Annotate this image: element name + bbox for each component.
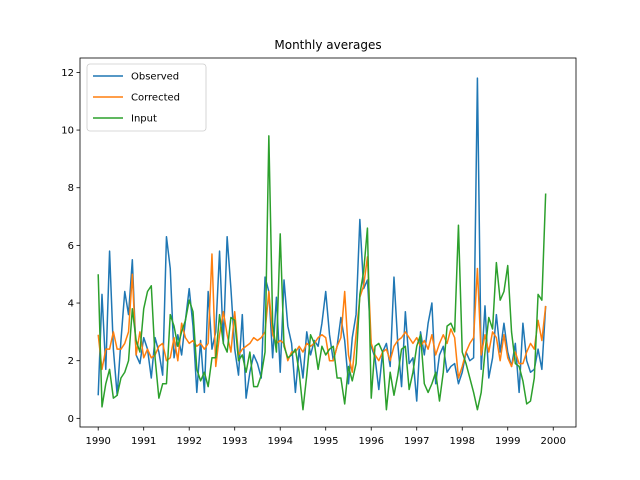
axes-layer: 1990 1991 1992 1993 1994 1995 1996 1997 1998 1999… [61,68,566,447]
y-tick-label: 6 [68,241,74,252]
x-tick-label: 1992 [176,436,201,447]
y-tick-label: 4 [68,299,74,310]
plot-frame [79,57,577,428]
series-line-corrected [97,253,547,379]
y-tick-label: 12 [61,68,74,79]
legend-box [86,63,207,132]
x-tick-label: 1999 [495,436,520,447]
legend-label-observed: Observed [131,72,179,83]
series-line-observed [97,77,547,402]
legend-label-corrected: Corrected [131,93,180,104]
x-tick-label: 1993 [222,436,247,447]
x-tick-label: 1998 [450,436,475,447]
legend-label-input: Input [131,114,157,125]
series-line-input [97,135,547,411]
x-tick-label: 1997 [404,436,429,447]
x-tick-label: 1995 [313,436,338,447]
x-tick-label: 1994 [267,436,292,447]
series-layer [97,77,547,411]
y-tick-label: 2 [68,356,74,367]
legend: Observed Corrected Input [86,63,207,132]
chart-title: Monthly averages [274,38,381,52]
x-tick-label: 1991 [131,436,156,447]
y-tick-label: 0 [68,414,74,425]
x-tick-label: 2000 [541,436,566,447]
y-tick-label: 8 [68,183,74,194]
x-tick-label: 1996 [359,436,384,447]
x-tick-label: 1990 [85,436,110,447]
y-tick-label: 10 [61,126,74,137]
